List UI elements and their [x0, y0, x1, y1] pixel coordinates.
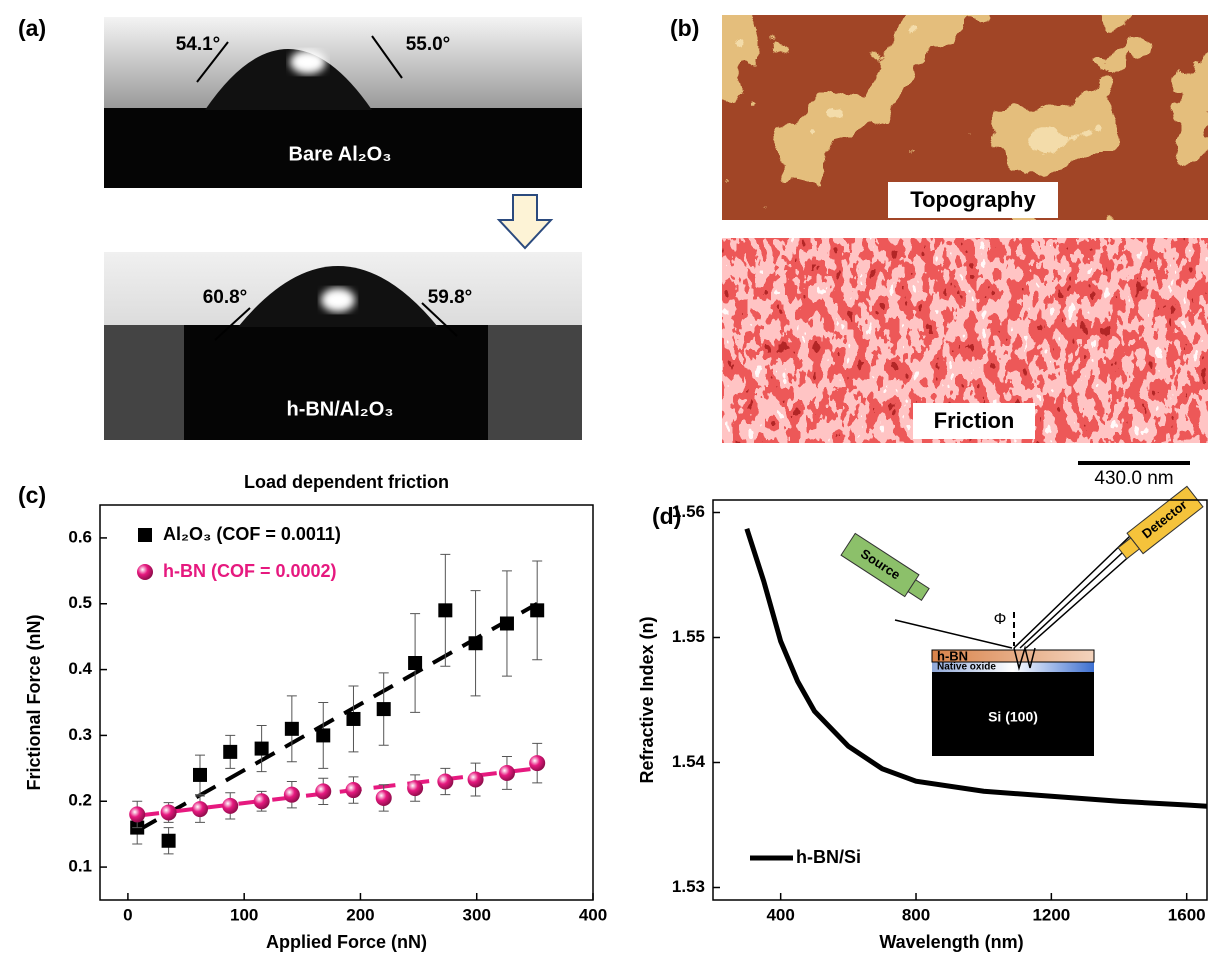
angle-label: 54.1°	[176, 34, 221, 55]
y-tick-label: 0.6	[68, 527, 92, 546]
x-axis-label: Applied Force (nN)	[266, 932, 427, 952]
inset-label: Si (100)	[988, 709, 1038, 725]
angle-label: 55.0°	[406, 34, 451, 55]
data-point	[376, 702, 391, 717]
x-tick-label: 400	[579, 905, 607, 924]
y-tick-label: 1.56	[672, 502, 705, 521]
data-point	[316, 728, 331, 743]
panel-label: (a)	[18, 15, 46, 41]
scale-label: 430.0 nm	[1094, 468, 1173, 489]
data-point	[438, 603, 453, 618]
legend-label: h-BN (COF = 0.0002)	[163, 561, 337, 581]
x-tick-label: 1200	[1032, 905, 1070, 924]
x-axis-label: Wavelength (nm)	[879, 932, 1023, 952]
angle-label: 59.8°	[428, 287, 473, 308]
panel-label: (c)	[18, 482, 46, 508]
angle-label: 60.8°	[203, 287, 248, 308]
x-tick-label: 0	[123, 905, 132, 924]
y-axis-label: Frictional Force (nN)	[24, 614, 44, 790]
y-tick-label: 0.2	[68, 791, 92, 810]
panel-label: (b)	[670, 15, 699, 41]
x-tick-label: 300	[463, 905, 491, 924]
plot-frame	[99, 504, 594, 901]
y-tick-label: 1.54	[672, 752, 706, 771]
y-tick-label: 1.55	[672, 627, 705, 646]
data-point	[346, 711, 361, 726]
inset-label: h-BN	[937, 648, 968, 663]
legend-marker	[137, 564, 153, 580]
y-tick-label: 0.5	[68, 593, 92, 612]
data-point	[529, 755, 546, 772]
inset-label: Φ	[994, 611, 1007, 628]
data-point	[161, 833, 176, 848]
panel-label: (d)	[652, 503, 681, 529]
data-point	[283, 786, 300, 803]
arrow	[496, 194, 554, 250]
data-point	[408, 656, 423, 670]
data-point	[129, 806, 146, 823]
data-point	[223, 744, 238, 759]
y-tick-label: 0.1	[68, 857, 92, 876]
x-tick-label: 800	[902, 905, 930, 924]
data-point	[160, 804, 177, 821]
data-point	[407, 780, 424, 797]
data-point	[375, 789, 392, 806]
caption-box	[888, 182, 1058, 218]
caption-box	[913, 403, 1035, 439]
data-point	[499, 616, 514, 631]
y-axis-label: Refractive Index (n)	[637, 616, 657, 783]
data-point	[192, 767, 207, 782]
image-caption: Friction	[934, 408, 1015, 433]
x-tick-label: 100	[230, 905, 258, 924]
x-tick-label: 200	[346, 905, 374, 924]
y-tick-label: 0.3	[68, 725, 92, 744]
data-point	[222, 797, 239, 814]
x-tick-label: 400	[766, 905, 794, 924]
data-point	[345, 782, 362, 799]
x-tick-label: 1600	[1168, 905, 1206, 924]
data-point	[530, 603, 545, 618]
legend-label: Al₂O₃ (COF = 0.0011)	[163, 524, 341, 544]
plot-frame	[712, 499, 1208, 901]
inset-label: Native oxide	[937, 662, 996, 673]
image-caption: h-BN/Al₂O₃	[286, 398, 393, 420]
data-point	[498, 764, 515, 781]
y-tick-label: 1.53	[672, 877, 705, 896]
chart-title: Load dependent friction	[244, 472, 449, 492]
data-point	[315, 783, 332, 800]
contact-angle-image	[104, 17, 582, 188]
contact-angle-image	[104, 252, 582, 440]
data-point	[253, 793, 270, 810]
data-line	[744, 527, 1208, 809]
legend-marker	[138, 528, 152, 542]
legend-label: h-BN/Si	[796, 847, 861, 867]
data-point	[191, 801, 208, 818]
data-point	[284, 721, 299, 736]
image-caption: Topography	[910, 187, 1036, 212]
data-point	[437, 773, 454, 790]
data-point	[467, 771, 484, 788]
y-tick-label: 0.4	[68, 659, 92, 678]
image-caption: Bare Al₂O₃	[289, 143, 392, 165]
data-point	[468, 636, 483, 651]
ellipsometry-inset	[840, 485, 1204, 756]
data-point	[254, 741, 269, 756]
